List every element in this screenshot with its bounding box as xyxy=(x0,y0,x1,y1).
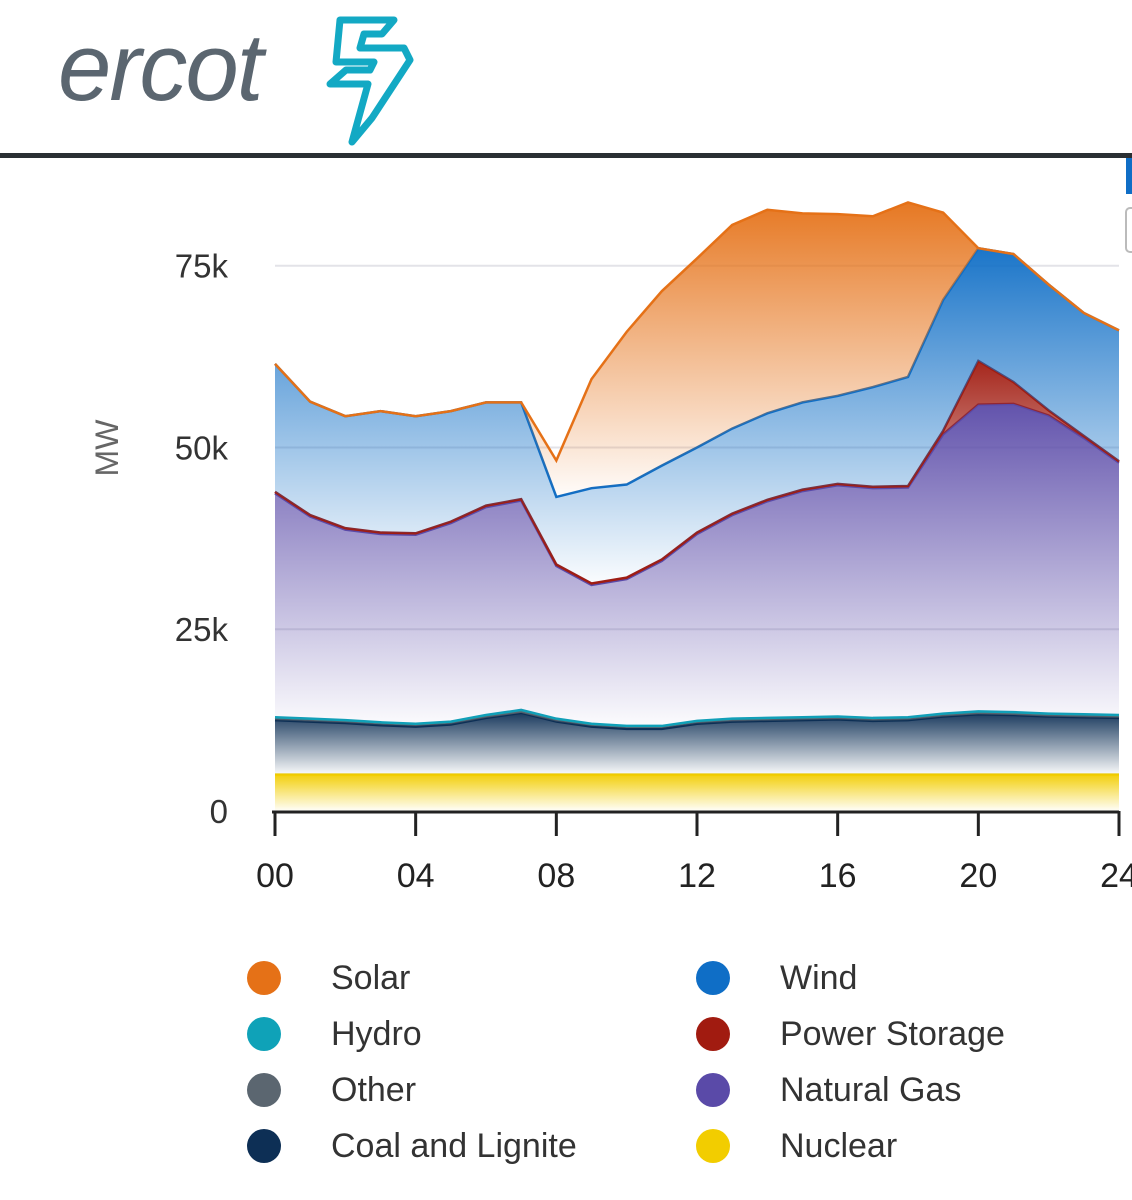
x-tick-label: 20 xyxy=(959,857,997,895)
area-coal-and-lignite xyxy=(275,712,1119,775)
legend-swatch xyxy=(247,1017,281,1051)
legend-swatch xyxy=(247,1129,281,1163)
y-tick-label: 50k xyxy=(175,429,229,466)
x-tick-label: 08 xyxy=(537,857,575,895)
legend-label: Other xyxy=(331,1070,417,1109)
legend-item-wind[interactable]: Wind xyxy=(696,958,857,998)
legend-label: Coal and Lignite xyxy=(331,1126,577,1165)
legend-swatch xyxy=(696,1017,730,1051)
ercot-header: ercot xyxy=(0,0,1132,158)
x-tick-label: 12 xyxy=(678,857,716,895)
area-nuclear xyxy=(275,774,1119,811)
chart-legend: Solar Wind Hydro Power Storage Other Natural … xyxy=(0,940,1132,1180)
legend-item-power-storage[interactable]: Power Storage xyxy=(696,1014,1005,1054)
legend-swatch xyxy=(247,1073,281,1107)
x-tick-label: 00 xyxy=(256,857,294,895)
y-tick-label: 25k xyxy=(175,611,229,648)
legend-item-hydro[interactable]: Hydro xyxy=(247,1014,422,1054)
area-wind xyxy=(275,248,1119,584)
legend-swatch xyxy=(247,961,281,995)
line-solar xyxy=(274,201,1120,464)
legend-label: Nuclear xyxy=(780,1126,898,1165)
x-tick-label: 04 xyxy=(397,857,435,895)
legend-label: Hydro xyxy=(331,1014,422,1053)
line-hydro xyxy=(274,708,1120,728)
legend-item-nuclear[interactable]: Nuclear xyxy=(696,1126,897,1166)
legend-item-solar[interactable]: Solar xyxy=(247,958,410,998)
chart-menu-button[interactable] xyxy=(1124,158,1132,254)
legend-swatch xyxy=(696,1073,730,1107)
legend-swatch xyxy=(696,1129,730,1163)
legend-label: Power Storage xyxy=(780,1014,1005,1053)
legend-label: Wind xyxy=(780,958,858,997)
legend-item-other[interactable]: Other xyxy=(247,1070,416,1110)
lightning-bolt-icon xyxy=(326,16,414,146)
y-tick-label: 75k xyxy=(175,248,229,285)
ercot-logo-text: ercot xyxy=(58,14,263,121)
legend-label: Natural Gas xyxy=(780,1070,962,1109)
legend-label: Solar xyxy=(331,958,411,997)
x-tick-label: 24 xyxy=(1100,857,1132,895)
y-axis-label: MW xyxy=(89,419,125,477)
area-natural-gas xyxy=(275,403,1119,726)
x-tick-label: 16 xyxy=(819,857,857,895)
area-solar xyxy=(275,202,1119,497)
legend-item-coal-and-lignite[interactable]: Coal and Lignite xyxy=(247,1126,577,1166)
generation-mix-chart: 0 25k 50k 75k MW 00 04 08 12 16 20 24 xyxy=(89,201,1132,895)
y-tick-label: 0 xyxy=(210,793,228,830)
header-divider xyxy=(0,153,1132,158)
legend-item-natural-gas[interactable]: Natural Gas xyxy=(696,1070,961,1110)
legend-swatch xyxy=(696,961,730,995)
